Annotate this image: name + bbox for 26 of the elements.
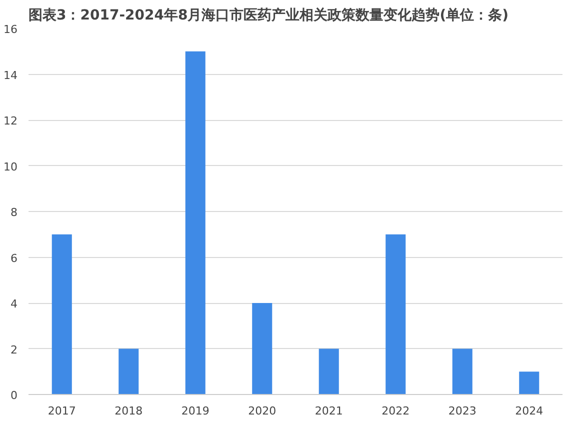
x-tick-label: 2017 [48,404,76,418]
bar [386,234,406,394]
x-tick-label: 2019 [181,404,210,418]
x-tick-label: 2023 [448,404,476,418]
y-tick-label: 2 [10,343,18,356]
x-tick-label: 2024 [515,404,544,418]
x-tick-label: 2020 [248,404,276,418]
bar [519,372,540,394]
y-tick-label: 6 [10,252,18,265]
y-tick-label: 16 [4,23,18,36]
chart-title: 图表3：2017-2024年8月海口市医药产业相关政策数量变化趋势(单位：条) [28,6,509,24]
bar [185,51,206,394]
y-tick-label: 12 [4,114,18,128]
y-tick-label: 0 [10,389,18,402]
x-tick-label: 2021 [314,404,343,418]
bar [118,348,139,394]
x-tick-label: 2018 [114,404,143,418]
y-tick-label: 10 [4,160,18,174]
x-tick-label: 2022 [382,404,410,418]
y-tick-label: 14 [4,68,18,82]
y-tick-label: 8 [10,206,18,219]
y-tick-label: 4 [10,298,18,310]
bar [452,348,472,394]
bar [252,303,272,394]
bar [318,348,339,394]
bar [52,234,72,394]
